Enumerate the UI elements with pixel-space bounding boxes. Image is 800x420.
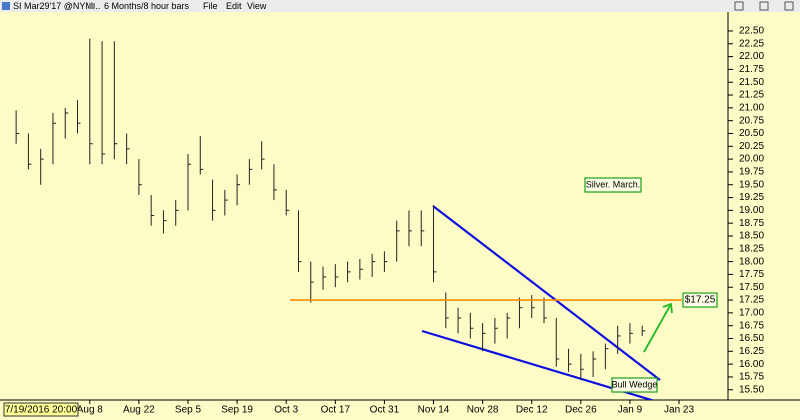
y-tick-label: 16.25 [739, 346, 764, 357]
cursor-box [3, 402, 79, 417]
y-tick-label: 21.50 [739, 77, 764, 88]
y-tick-label: 21.75 [739, 64, 764, 75]
x-tick-label: Dec 26 [565, 405, 597, 416]
y-tick-label: 20.00 [739, 154, 764, 165]
y-tick-label: 18.25 [739, 243, 764, 254]
annotation: Bull Wedge [612, 379, 658, 389]
y-tick-label: 22.25 [739, 38, 764, 49]
toolbar [0, 0, 800, 12]
y-tick-label: 19.25 [739, 192, 764, 203]
y-tick-label: 19.50 [739, 179, 764, 190]
annotation-box [611, 377, 658, 393]
y-tick-label: 18.50 [739, 231, 764, 242]
x-tick-label: Dec 12 [516, 405, 548, 416]
x-tick-label: Sep 19 [221, 405, 253, 416]
y-tick-label: 16.50 [739, 333, 764, 344]
y-tick-label: 17.75 [739, 269, 764, 280]
menu-item[interactable]: View [247, 1, 267, 11]
annotation: Silver. March. [586, 179, 641, 189]
window-button[interactable] [734, 1, 744, 11]
x-tick-label: Oct 31 [370, 405, 400, 416]
arrow-head [662, 302, 673, 314]
x-tick-label: Sep 5 [175, 405, 202, 416]
wedge-upper [432, 205, 661, 381]
y-tick-label: 15.50 [739, 384, 764, 395]
cursor-label: 7/19/2016 20:00 [5, 405, 78, 416]
window-button[interactable] [784, 1, 794, 11]
x-tick-label: Oct 3 [274, 405, 298, 416]
level-box [682, 292, 718, 308]
level-label: $17.25 [685, 295, 716, 306]
toolbar-icon[interactable] [2, 2, 10, 10]
y-tick-label: 20.50 [739, 128, 764, 139]
y-tick-label: 19.00 [739, 205, 764, 216]
x-tick-label: Aug 8 [77, 405, 104, 416]
wedge-lower [421, 329, 656, 400]
y-tick-label: 16.00 [739, 359, 764, 370]
x-tick-label: Jan 23 [664, 405, 694, 416]
y-tick-label: 17.00 [739, 308, 764, 319]
symbol[interactable]: SI Mar29'17 @NYM... [13, 1, 100, 11]
arrow [643, 303, 672, 353]
x-tick-label: Oct 17 [321, 405, 351, 416]
y-tick-label: 20.75 [739, 115, 764, 126]
x-tick-label: Nov 14 [418, 405, 450, 416]
annotation-box [584, 177, 642, 193]
y-tick-label: 22.00 [739, 51, 764, 62]
y-tick-label: 15.75 [739, 372, 764, 383]
menu-item[interactable]: File [203, 1, 218, 11]
y-tick-label: 18.00 [739, 256, 764, 267]
x-tick-label: Aug 22 [123, 405, 155, 416]
y-tick-label: 21.25 [739, 90, 764, 101]
y-tick-label: 21.00 [739, 102, 764, 113]
y-tick-label: 19.75 [739, 167, 764, 178]
y-tick-label: 17.25 [739, 295, 764, 306]
y-tick-label: 20.25 [739, 141, 764, 152]
drawings [421, 205, 673, 400]
y-tick-label: 16.75 [739, 320, 764, 331]
y-tick-label: 22.50 [739, 26, 764, 37]
window-button[interactable] [759, 1, 769, 11]
toolbar-icon[interactable] [89, 3, 95, 9]
period[interactable]: 6 Months/8 hour bars [104, 1, 190, 11]
y-tick-label: 18.75 [739, 218, 764, 229]
menu-item[interactable]: Edit [226, 1, 242, 11]
y-tick-label: 17.50 [739, 282, 764, 293]
x-tick-label: Nov 28 [467, 405, 499, 416]
x-tick-label: Jan 9 [618, 405, 643, 416]
